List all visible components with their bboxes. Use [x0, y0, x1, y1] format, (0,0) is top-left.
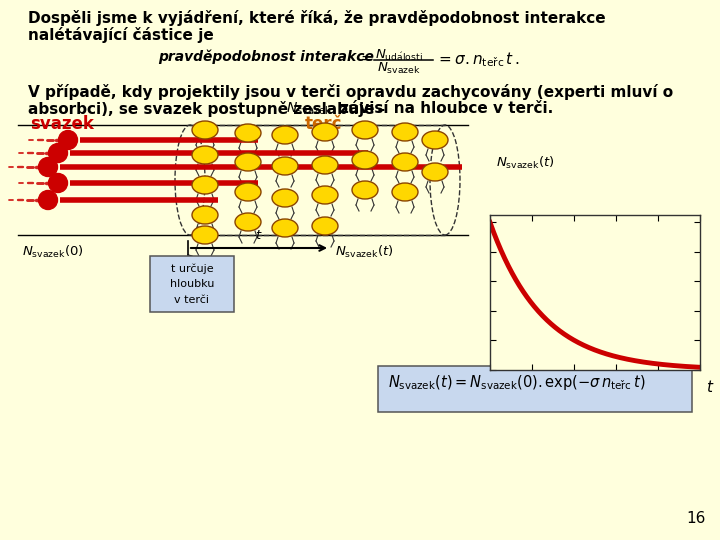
Circle shape	[38, 158, 58, 177]
Ellipse shape	[192, 206, 218, 224]
Ellipse shape	[352, 121, 378, 139]
Text: $N_{\rm svazek}(t)$: $N_{\rm svazek}(t)$	[335, 244, 394, 260]
Ellipse shape	[192, 226, 218, 244]
Ellipse shape	[272, 189, 298, 207]
Text: $N_{\rm svazek}(t) = N_{\rm svazek}(0).\exp(-\sigma\, n_{\rm ter\check{c}}\,t)$: $N_{\rm svazek}(t) = N_{\rm svazek}(0).\…	[388, 373, 646, 392]
FancyBboxPatch shape	[150, 256, 234, 312]
Text: svazek: svazek	[30, 115, 94, 133]
Text: t určuje: t určuje	[171, 263, 213, 273]
Text: hloubku: hloubku	[170, 279, 214, 289]
Ellipse shape	[352, 151, 378, 169]
Ellipse shape	[192, 121, 218, 139]
Ellipse shape	[422, 163, 448, 181]
Text: $N_{\rm ud\acute{a}losti}$: $N_{\rm ud\acute{a}losti}$	[375, 48, 423, 63]
Ellipse shape	[235, 183, 261, 201]
Ellipse shape	[392, 183, 418, 201]
Text: terč: terč	[305, 115, 343, 133]
Text: $=$: $=$	[358, 50, 374, 65]
Text: Dospěli jsme k vyjádření, které říká, že pravděpodobnost interakce: Dospěli jsme k vyjádření, které říká, že…	[28, 10, 606, 26]
Ellipse shape	[235, 213, 261, 231]
Text: $N_{\rm svazek}(0)$: $N_{\rm svazek}(0)$	[22, 244, 84, 260]
Ellipse shape	[192, 176, 218, 194]
Polygon shape	[505, 325, 660, 380]
Text: $N_{\rm svazek}$: $N_{\rm svazek}$	[286, 101, 332, 117]
Ellipse shape	[272, 219, 298, 237]
Ellipse shape	[392, 123, 418, 141]
Ellipse shape	[235, 153, 261, 171]
Ellipse shape	[272, 157, 298, 175]
Circle shape	[48, 173, 68, 192]
Circle shape	[38, 191, 58, 210]
Text: 16: 16	[687, 511, 706, 526]
Ellipse shape	[422, 131, 448, 149]
Text: $N_{\rm svazek}$: $N_{\rm svazek}$	[377, 61, 421, 76]
Ellipse shape	[312, 186, 338, 204]
Text: závisí na hloubce v terči.: závisí na hloubce v terči.	[340, 101, 553, 116]
Text: $= \sigma . n_{\rm ter\check{c}}\, t\,.$: $= \sigma . n_{\rm ter\check{c}}\, t\,.$	[436, 50, 520, 69]
Ellipse shape	[312, 123, 338, 141]
Ellipse shape	[312, 217, 338, 235]
Ellipse shape	[235, 124, 261, 142]
Text: $N_{\rm svazek}(t)$: $N_{\rm svazek}(t)$	[496, 155, 554, 171]
Text: $t$: $t$	[706, 379, 715, 395]
Ellipse shape	[392, 153, 418, 171]
Ellipse shape	[312, 156, 338, 174]
Text: V případě, kdy projektily jsou v terči opravdu zachycovány (experti mluví o: V případě, kdy projektily jsou v terči o…	[28, 84, 673, 100]
Text: $t$: $t$	[255, 229, 263, 242]
Text: pravděpodobnost interakce: pravděpodobnost interakce	[158, 50, 374, 64]
Ellipse shape	[272, 126, 298, 144]
Text: v terči: v terči	[174, 295, 210, 305]
Circle shape	[58, 131, 78, 150]
Ellipse shape	[352, 181, 378, 199]
Text: absorbci), se svazek postupně zeslabuje –: absorbci), se svazek postupně zeslabuje …	[28, 101, 385, 117]
Text: nalétávající částice je: nalétávající částice je	[28, 27, 214, 43]
FancyBboxPatch shape	[378, 366, 692, 412]
Circle shape	[48, 144, 68, 163]
Ellipse shape	[192, 146, 218, 164]
